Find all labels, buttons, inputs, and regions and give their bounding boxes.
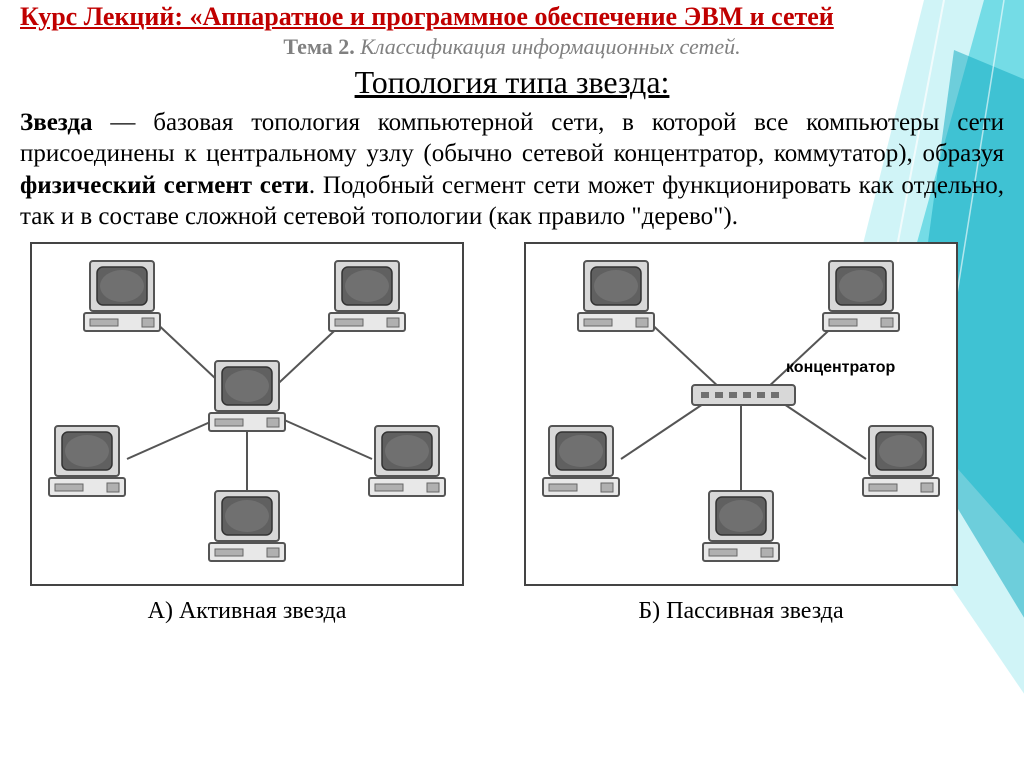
theme-text: Классификация информационных сетей. xyxy=(355,34,741,59)
caption-a: А) Активная звезда xyxy=(148,598,347,625)
computer-icon xyxy=(541,424,621,504)
para-part1: — базовая топология компьютерной сети, в… xyxy=(20,109,1004,167)
diagram-b: концентратор xyxy=(524,242,958,586)
computer-icon xyxy=(207,359,287,439)
theme-label: Тема 2. xyxy=(283,34,354,59)
computer-icon xyxy=(576,259,656,339)
course-title: Курс Лекций: «Аппаратное и программное о… xyxy=(20,0,1004,32)
diagram-b-column: концентратор Б) Пассивная звезда xyxy=(524,242,958,625)
body-paragraph: Звезда — базовая топология компьютерной … xyxy=(20,107,1004,232)
computer-icon xyxy=(701,489,781,569)
computer-icon xyxy=(821,259,901,339)
diagrams-row: А) Активная звезда xyxy=(20,242,1004,625)
caption-b: Б) Пассивная звезда xyxy=(638,598,843,625)
diagram-a-column: А) Активная звезда xyxy=(30,242,464,625)
term-star: Звезда xyxy=(20,109,93,136)
hub-label: концентратор xyxy=(786,359,895,377)
computer-icon xyxy=(207,489,287,569)
main-title: Топология типа звезда: xyxy=(20,64,1004,101)
theme-line: Тема 2. Классификация информационных сет… xyxy=(20,34,1004,60)
computer-icon xyxy=(861,424,941,504)
computer-icon xyxy=(82,259,162,339)
computer-icon xyxy=(47,424,127,504)
term-segment: физический сегмент сети xyxy=(20,172,309,199)
hub-icon xyxy=(691,384,796,411)
computer-icon xyxy=(367,424,447,504)
diagram-a xyxy=(30,242,464,586)
computer-icon xyxy=(327,259,407,339)
